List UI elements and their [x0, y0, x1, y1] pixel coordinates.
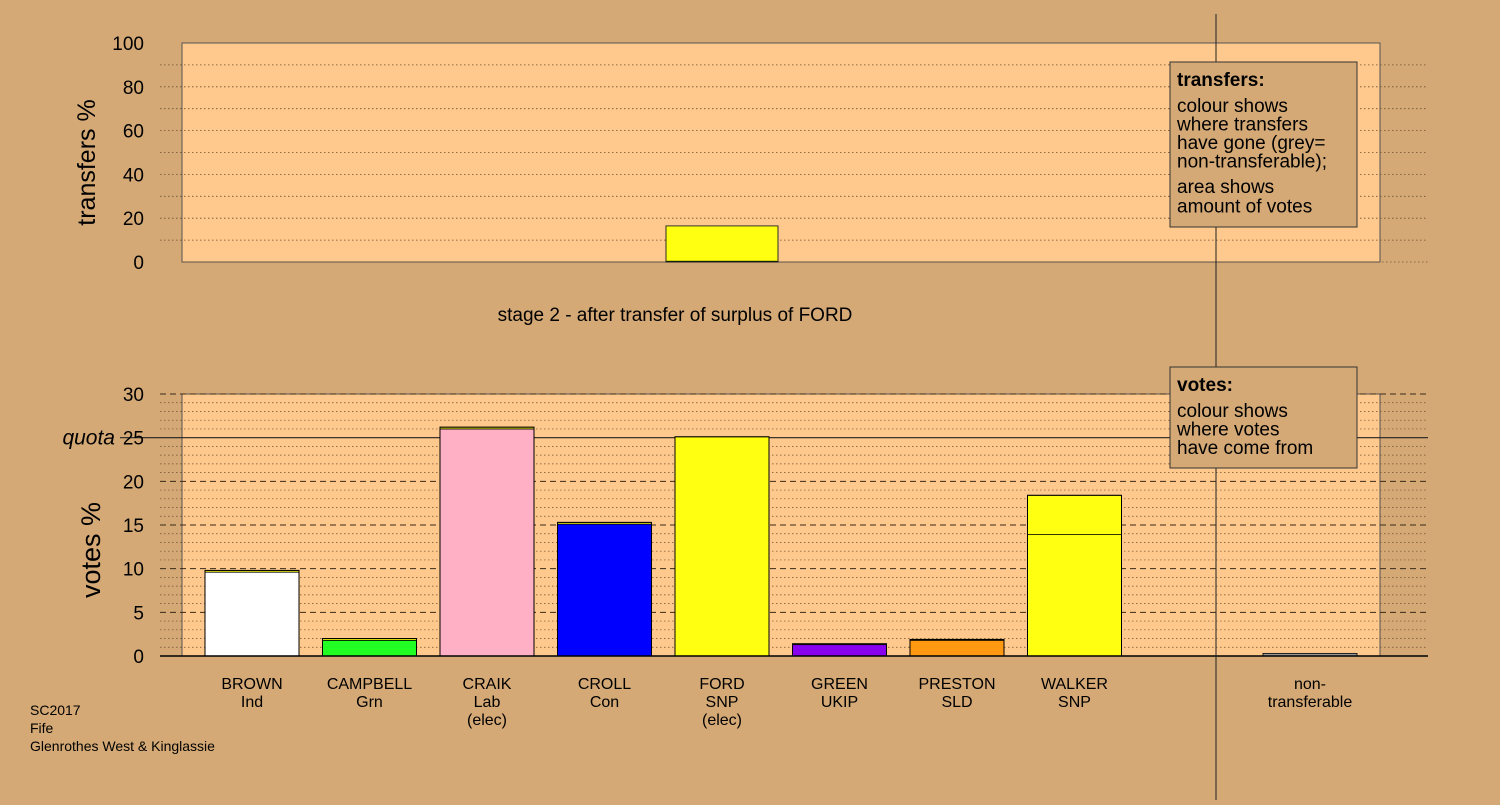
- votes-axis-label: votes %: [76, 502, 106, 598]
- transfer-bar-segment: [665, 225, 779, 262]
- candidate-party: UKIP: [821, 694, 858, 711]
- transfers-tick-label: 20: [123, 209, 144, 230]
- votes-legend-title: votes:: [1177, 375, 1233, 396]
- stage-title: stage 2 - after transfer of surplus of F…: [498, 305, 853, 326]
- votes-legend-text: have come from: [1177, 438, 1313, 459]
- candidate-name: WALKER: [1041, 676, 1108, 693]
- votes-tick-label: 30: [123, 385, 144, 406]
- footer-text: Fife: [30, 720, 54, 736]
- votes-legend-box: [1169, 366, 1358, 469]
- transfers-legend-text: amount of votes: [1177, 197, 1312, 218]
- transfers-tick-label: 60: [123, 122, 144, 143]
- vote-bar-segment-green: [792, 644, 887, 657]
- nontransferable-label: transferable: [1268, 694, 1353, 711]
- votes-legend-text: colour shows: [1177, 401, 1288, 422]
- transfers-legend-text: area shows: [1177, 177, 1274, 198]
- candidate-party: SLD: [941, 694, 972, 711]
- candidate-party: Lab: [474, 694, 501, 711]
- transfers-tick-label: 100: [112, 34, 144, 55]
- transfers-legend-text: where transfers: [1176, 115, 1308, 136]
- vote-bar-segment-walker: [1027, 494, 1122, 536]
- vote-bar-segment-walker: [1027, 534, 1122, 657]
- transfers-legend-title: transfers:: [1177, 70, 1265, 91]
- votes-tick-label: 25: [123, 429, 144, 450]
- footer-text: SC2017: [30, 702, 81, 718]
- vote-bar-segment-croll: [557, 523, 652, 657]
- vote-bar-segment-ford: [674, 436, 770, 657]
- votes-legend-text: where votes: [1176, 420, 1279, 441]
- candidate-party: Grn: [356, 694, 383, 711]
- votes-tick-label: 0: [133, 647, 144, 668]
- nontransferable-label: non-: [1294, 676, 1326, 693]
- transfers-legend-text: have gone (grey=: [1177, 133, 1325, 154]
- candidate-party: Con: [590, 694, 619, 711]
- candidate-name: CRAIK: [463, 676, 512, 693]
- candidate-name: GREEN: [811, 676, 868, 693]
- transfers-tick-label: 40: [123, 165, 144, 186]
- candidate-elected: (elec): [467, 712, 507, 729]
- vote-bar-segment-craik: [439, 428, 535, 657]
- transfers-legend-text: colour shows: [1177, 96, 1288, 117]
- candidate-name: PRESTON: [918, 676, 995, 693]
- candidate-name: CAMPBELL: [327, 676, 412, 693]
- quota-label: quota: [62, 427, 115, 450]
- votes-tick-label: 15: [123, 516, 144, 537]
- transfers-legend-text: non-transferable);: [1177, 152, 1327, 173]
- footer-text: Glenrothes West & Kinglassie: [30, 738, 215, 754]
- candidate-party: SNP: [706, 694, 739, 711]
- transfer-bar: [665, 225, 779, 263]
- transfers-tick-label: 80: [123, 78, 144, 99]
- vote-bar-segment-brown: [204, 571, 300, 657]
- candidate-name: CROLL: [578, 676, 631, 693]
- transfers-axis-label: transfers %: [73, 99, 101, 225]
- candidate-name: FORD: [699, 676, 744, 693]
- vote-bar-segment-campbell: [322, 639, 417, 657]
- transfers-legend-box: [1169, 61, 1358, 228]
- candidate-name: BROWN: [221, 676, 282, 693]
- transfers-tick-label: 0: [133, 253, 144, 274]
- votes-tick-label: 20: [123, 472, 144, 493]
- candidate-party: SNP: [1058, 694, 1091, 711]
- candidate-elected: (elec): [702, 712, 742, 729]
- vote-bar-segment-preston: [909, 639, 1005, 657]
- votes-tick-label: 5: [133, 603, 144, 624]
- candidate-party: Ind: [241, 694, 263, 711]
- votes-tick-label: 10: [123, 560, 144, 581]
